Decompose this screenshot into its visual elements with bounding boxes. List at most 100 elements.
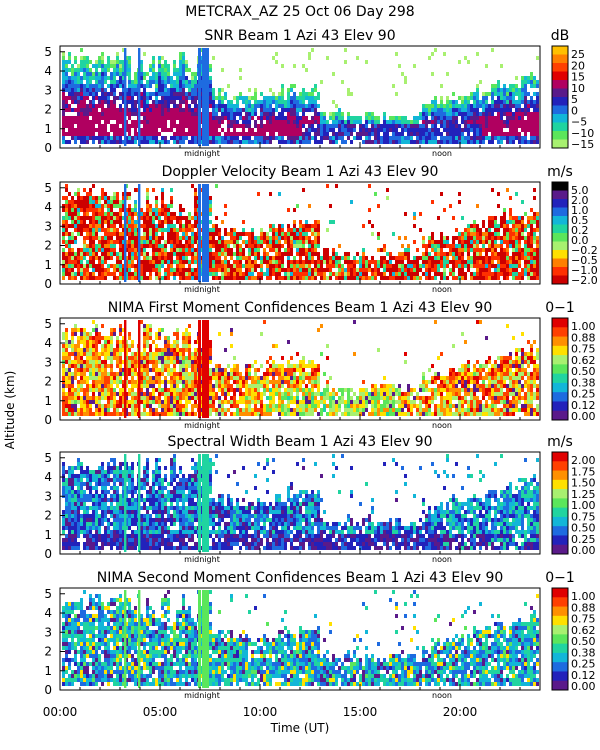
heatmap-cell bbox=[521, 248, 524, 252]
heatmap-cell bbox=[89, 220, 92, 224]
heatmap-cell bbox=[182, 252, 185, 256]
heatmap-cell bbox=[503, 220, 506, 224]
heatmap-cell bbox=[143, 336, 146, 340]
heatmap-cell bbox=[113, 388, 116, 392]
heatmap-cell bbox=[164, 376, 167, 380]
heatmap-cell bbox=[173, 360, 176, 364]
heatmap-cell bbox=[155, 120, 158, 124]
heatmap-cell bbox=[260, 228, 263, 232]
heatmap-cell bbox=[110, 252, 113, 256]
heatmap-cell bbox=[113, 356, 116, 360]
heatmap-cell bbox=[164, 80, 167, 84]
heatmap-cell bbox=[143, 324, 146, 328]
heatmap-cell bbox=[74, 84, 77, 88]
heatmap-cell bbox=[104, 220, 107, 224]
heatmap-cell bbox=[152, 100, 155, 104]
heatmap-cell bbox=[263, 140, 266, 144]
heatmap-cell bbox=[194, 220, 197, 224]
heatmap-cell bbox=[83, 220, 86, 224]
heatmap-cell bbox=[161, 364, 164, 368]
heatmap-cell bbox=[461, 136, 464, 140]
heatmap-cell bbox=[155, 92, 158, 96]
heatmap-cell bbox=[389, 276, 392, 280]
heatmap-cell bbox=[494, 120, 497, 124]
heatmap-cell bbox=[161, 96, 164, 100]
heatmap-cell bbox=[449, 108, 452, 112]
heatmap-cell bbox=[290, 276, 293, 280]
heatmap-cell bbox=[86, 352, 89, 356]
heatmap-cell bbox=[98, 340, 101, 344]
heatmap-cell bbox=[242, 96, 245, 100]
heatmap-cell bbox=[458, 60, 461, 64]
heatmap-cell bbox=[506, 260, 509, 264]
heatmap-cell bbox=[86, 64, 89, 68]
heatmap-cell bbox=[122, 404, 125, 408]
heatmap-cell bbox=[263, 128, 266, 132]
heatmap-cell bbox=[476, 52, 479, 56]
heatmap-cell bbox=[65, 404, 68, 408]
heatmap-cell bbox=[359, 268, 362, 272]
heatmap-cell bbox=[299, 232, 302, 236]
heatmap-cell bbox=[512, 92, 515, 96]
heatmap-cell bbox=[113, 92, 116, 96]
heatmap-cell bbox=[83, 204, 86, 208]
heatmap-cell bbox=[212, 240, 215, 244]
heatmap-cell bbox=[209, 80, 212, 84]
heatmap-cell bbox=[371, 116, 374, 120]
heatmap-cell bbox=[311, 128, 314, 132]
heatmap-cell bbox=[281, 140, 284, 144]
heatmap-cell bbox=[281, 128, 284, 132]
heatmap-cell bbox=[506, 256, 509, 260]
heatmap-cell bbox=[116, 56, 119, 60]
heatmap-cell bbox=[263, 136, 266, 140]
heatmap-cell bbox=[482, 264, 485, 268]
heatmap-cell bbox=[311, 124, 314, 128]
heatmap-cell bbox=[113, 128, 116, 132]
heatmap-cell bbox=[95, 220, 98, 224]
heatmap-cell bbox=[383, 248, 386, 252]
heatmap-cell bbox=[110, 356, 113, 360]
heatmap-cell bbox=[494, 84, 497, 88]
heatmap-cell bbox=[482, 100, 485, 104]
heatmap-cell bbox=[134, 100, 137, 104]
heatmap-cell bbox=[395, 128, 398, 132]
heatmap-cell bbox=[122, 400, 125, 404]
heatmap-cell bbox=[467, 124, 470, 128]
heatmap-cell bbox=[176, 248, 179, 252]
heatmap-cell bbox=[158, 392, 161, 396]
heatmap-cell bbox=[170, 188, 173, 192]
heatmap-cell bbox=[479, 132, 482, 136]
heatmap-cell bbox=[134, 412, 137, 416]
heatmap-cell bbox=[314, 96, 317, 100]
heatmap-cell bbox=[146, 208, 149, 212]
heatmap-cell bbox=[119, 232, 122, 236]
heatmap-cell bbox=[71, 124, 74, 128]
heatmap-cell bbox=[119, 372, 122, 376]
heatmap-cell bbox=[119, 392, 122, 396]
heatmap-cell bbox=[62, 76, 65, 80]
heatmap-cell bbox=[218, 104, 221, 108]
heatmap-cell bbox=[494, 108, 497, 112]
heatmap-cell bbox=[404, 128, 407, 132]
heatmap-cell bbox=[293, 132, 296, 136]
heatmap-cell bbox=[83, 224, 86, 228]
heatmap-cell bbox=[164, 208, 167, 212]
heatmap-cell bbox=[512, 220, 515, 224]
heatmap-cell bbox=[233, 260, 236, 264]
colorbar: 5.02.01.00.50.20.0−0.2−0.5−1.0−2.0 bbox=[551, 181, 598, 287]
heatmap-cell bbox=[257, 104, 260, 108]
heatmap-cell bbox=[110, 376, 113, 380]
heatmap-cell bbox=[458, 252, 461, 256]
heatmap-cell bbox=[131, 96, 134, 100]
heatmap-cell bbox=[251, 96, 254, 100]
heatmap-cell bbox=[209, 212, 212, 216]
heatmap-cell bbox=[95, 204, 98, 208]
heatmap-cell bbox=[326, 56, 329, 60]
heatmap-cell bbox=[161, 260, 164, 264]
heatmap-cell bbox=[302, 252, 305, 256]
heatmap-cell bbox=[491, 260, 494, 264]
heatmap-cell bbox=[164, 244, 167, 248]
heatmap-cell bbox=[344, 276, 347, 280]
heatmap-cell bbox=[131, 244, 134, 248]
heatmap-cell bbox=[74, 228, 77, 232]
